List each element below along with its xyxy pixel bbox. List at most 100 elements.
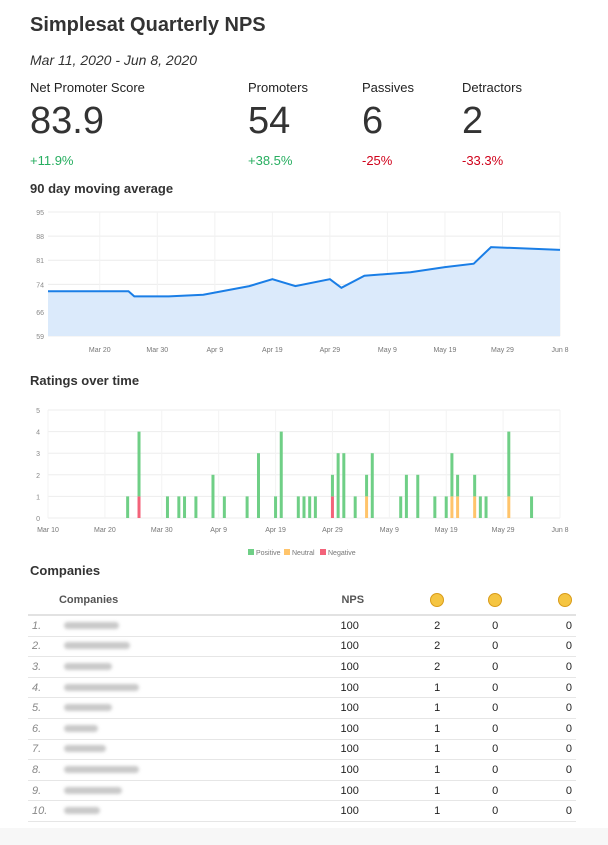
- nps-cell: 100: [340, 677, 409, 699]
- table-row[interactable]: 3. 100 2 0 0: [28, 656, 576, 678]
- y-tick-label: 74: [36, 282, 44, 289]
- bar-positive: [245, 496, 249, 518]
- positive-count-cell: 1: [408, 697, 467, 719]
- moving-average-title: 90 day moving average: [30, 181, 174, 196]
- metric-label: Detractors: [462, 80, 522, 95]
- neutral-count-cell: 0: [466, 615, 525, 637]
- x-tick-label: May 29: [491, 347, 514, 354]
- series-line: [48, 246, 561, 298]
- company-name-redacted: [57, 759, 341, 781]
- ratings-title: Ratings over time: [30, 373, 140, 388]
- rank-cell: 3.: [28, 656, 58, 678]
- bar-positive: [336, 453, 340, 518]
- bar-positive: [165, 496, 169, 518]
- bar-positive: [194, 496, 198, 518]
- y-tick-label: 0: [36, 516, 40, 523]
- rank-cell: 6.: [28, 718, 58, 740]
- x-tick-label: Mar 30: [146, 347, 168, 354]
- bar-positive: [450, 453, 454, 497]
- negative-count-cell: 0: [524, 780, 576, 802]
- table-row[interactable]: 7. 100 1 0 0: [28, 739, 576, 761]
- company-name-redacted: [57, 739, 341, 761]
- metric-label: Net Promoter Score: [30, 80, 145, 95]
- bar-positive: [484, 496, 488, 518]
- legend-label: Neutral: [292, 550, 315, 557]
- table-row[interactable]: 4. 100 1 0 0: [28, 677, 576, 699]
- neutral-count-cell: 0: [466, 780, 525, 802]
- rank-header: [28, 586, 58, 616]
- companies-table: Companies NPS 1. 100 2 0 0 2. 100 2 0 0 3. 100 2 0 0 4.…: [28, 586, 576, 822]
- bar-neutral: [450, 496, 454, 518]
- negative-count-cell: 0: [524, 800, 576, 822]
- metric-passives: Passives 6 -25%: [362, 80, 414, 168]
- bar-positive: [456, 474, 460, 497]
- bar-positive: [308, 496, 312, 518]
- bar-positive: [183, 496, 187, 518]
- table-row[interactable]: 10. 100 1 0 0: [28, 800, 576, 822]
- metric-change: -25%: [362, 153, 393, 168]
- table-row[interactable]: 5. 100 1 0 0: [28, 697, 576, 719]
- negative-count-cell: 0: [524, 718, 576, 740]
- nps-cell: 100: [340, 615, 409, 637]
- x-tick-label: Jun 8: [551, 527, 568, 534]
- company-name-redacted: [57, 800, 341, 822]
- x-tick-label: Apr 9: [206, 347, 223, 354]
- y-tick-label: 95: [36, 210, 44, 217]
- neutral-count-cell: 0: [466, 739, 525, 761]
- metric-change: +11.9%: [30, 153, 74, 168]
- bar-positive: [177, 496, 181, 518]
- negative-count-cell: 0: [524, 636, 576, 658]
- company-name-redacted: [57, 615, 341, 637]
- company-name-redacted: [57, 656, 341, 678]
- bar-positive: [473, 474, 477, 497]
- metric-nps: Net Promoter Score 83.9 +11.9%: [30, 80, 145, 168]
- positive-count-cell: 2: [408, 615, 467, 637]
- legend-swatch: [284, 549, 290, 555]
- nps-cell: 100: [340, 656, 409, 678]
- bar-positive: [353, 496, 357, 518]
- metric-change: -33.3%: [462, 153, 504, 168]
- y-tick-label: 3: [36, 451, 40, 458]
- rank-cell: 2.: [28, 636, 58, 658]
- sad-face-icon: [524, 586, 576, 616]
- companies-title: Companies: [30, 563, 101, 578]
- x-tick-label: Apr 19: [262, 347, 283, 354]
- date-range: Mar 11, 2020 - Jun 8, 2020: [30, 52, 198, 68]
- rank-cell: 7.: [28, 739, 58, 761]
- company-name-redacted: [57, 636, 341, 658]
- metric-label: Promoters: [248, 80, 308, 95]
- positive-count-cell: 1: [408, 739, 467, 761]
- ratings-chart: 0 1 2 3 4 5 Mar 10 Mar 20 Mar 30 Apr 9 Apr 19 Apr 2…: [36, 408, 569, 557]
- happy-face-icon: [408, 586, 467, 616]
- x-tick-label: May 19: [433, 347, 456, 354]
- metric-change: +38.5%: [248, 153, 293, 168]
- nps-cell: 100: [340, 800, 409, 822]
- companies-header: Companies: [57, 586, 341, 616]
- negative-count-cell: 0: [524, 656, 576, 678]
- negative-count-cell: 0: [524, 739, 576, 761]
- nps-cell: 100: [340, 759, 409, 781]
- table-row[interactable]: 2. 100 2 0 0: [28, 636, 576, 658]
- y-tick-label: 4: [36, 430, 40, 437]
- page-footer: [0, 828, 608, 845]
- x-tick-label: Apr 19: [265, 527, 286, 534]
- y-tick-label: 88: [36, 234, 44, 241]
- y-tick-label: 81: [36, 258, 44, 265]
- negative-count-cell: 0: [524, 677, 576, 699]
- bar-positive: [279, 431, 283, 518]
- neutral-count-cell: 0: [466, 800, 525, 822]
- metric-value: 54: [248, 100, 291, 142]
- y-tick-label: 66: [36, 310, 44, 317]
- table-row[interactable]: 9. 100 1 0 0: [28, 780, 576, 802]
- metric-detractors: Detractors 2 -33.3%: [462, 80, 522, 168]
- table-row[interactable]: 1. 100 2 0 0: [28, 615, 576, 637]
- bar-positive: [433, 496, 437, 518]
- positive-count-cell: 1: [408, 759, 467, 781]
- y-tick-label: 59: [36, 334, 44, 341]
- negative-count-cell: 0: [524, 759, 576, 781]
- neutral-count-cell: 0: [466, 697, 525, 719]
- table-row[interactable]: 6. 100 1 0 0: [28, 718, 576, 740]
- table-row[interactable]: 8. 100 1 0 0: [28, 759, 576, 781]
- positive-count-cell: 2: [408, 656, 467, 678]
- company-name-redacted: [57, 780, 341, 802]
